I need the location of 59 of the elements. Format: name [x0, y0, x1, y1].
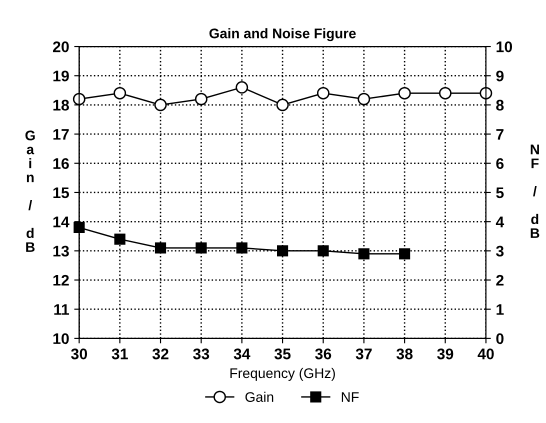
y-tick-label: 17 — [53, 129, 69, 140]
chart-title: Gain and Noise Figure — [209, 28, 356, 42]
point — [277, 245, 288, 256]
x-tick-label: 30 — [71, 348, 88, 360]
point — [480, 86, 492, 100]
legend-label: NF — [342, 392, 359, 402]
x-axis-title: Frequency (GHz) — [230, 368, 335, 381]
point — [276, 98, 289, 112]
y-tick-label: 18 — [53, 100, 69, 111]
x-tick-label: 35 — [274, 348, 291, 360]
text: NF / dB — [530, 144, 540, 238]
x-tick-label: 34 — [234, 348, 250, 360]
y-tick-label: 14 — [53, 216, 70, 228]
point — [399, 248, 410, 260]
y2-tick-label: 6 — [496, 158, 504, 169]
point — [236, 242, 248, 254]
x-tick-label: 38 — [396, 348, 413, 360]
y2-tick-label: 2 — [496, 274, 504, 286]
x-tick-label: 33 — [193, 348, 210, 360]
point — [358, 248, 370, 260]
y-tick-label: 16 — [53, 158, 69, 169]
y2-tick-label: 8 — [496, 100, 504, 111]
x-tick-label: 37 — [356, 348, 372, 360]
point — [196, 242, 207, 254]
point — [74, 222, 85, 234]
y-tick-label: 15 — [53, 187, 70, 198]
x-tick-label: 39 — [437, 348, 454, 360]
y2-tick-label: 0 — [496, 333, 504, 344]
text: Gain / dB — [25, 130, 35, 252]
y2-tick-label: 5 — [496, 187, 504, 198]
point — [439, 86, 452, 100]
y2-tick-label: 4 — [496, 216, 504, 228]
y-tick-label: 13 — [53, 246, 69, 257]
x-tick-label: 31 — [112, 348, 128, 360]
point — [316, 86, 330, 100]
point — [72, 92, 86, 106]
point — [194, 92, 208, 106]
point — [154, 98, 167, 112]
point — [114, 234, 126, 245]
point — [318, 245, 329, 256]
y2-tick-label: 3 — [496, 246, 504, 257]
y-tick-label: 11 — [54, 304, 70, 315]
y-tick-label: 12 — [53, 274, 69, 286]
x-tick-label: 32 — [152, 348, 168, 360]
y-tick-label: 10 — [53, 333, 69, 344]
x-tick-label: 40 — [478, 348, 494, 360]
y-tick-label: 19 — [53, 70, 69, 82]
y2-tick-label: 10 — [496, 41, 512, 52]
point — [154, 242, 166, 254]
y2-tick-label: 1 — [496, 304, 504, 315]
x-tick-label: 36 — [315, 348, 332, 360]
y2-tick-label: 7 — [496, 129, 504, 140]
point — [114, 86, 126, 100]
point — [358, 92, 370, 106]
y2-tick-label: 9 — [496, 70, 504, 82]
point — [236, 81, 248, 94]
y-tick-label: 20 — [52, 41, 69, 52]
point — [398, 86, 411, 100]
legend-label: Gain — [245, 392, 274, 402]
